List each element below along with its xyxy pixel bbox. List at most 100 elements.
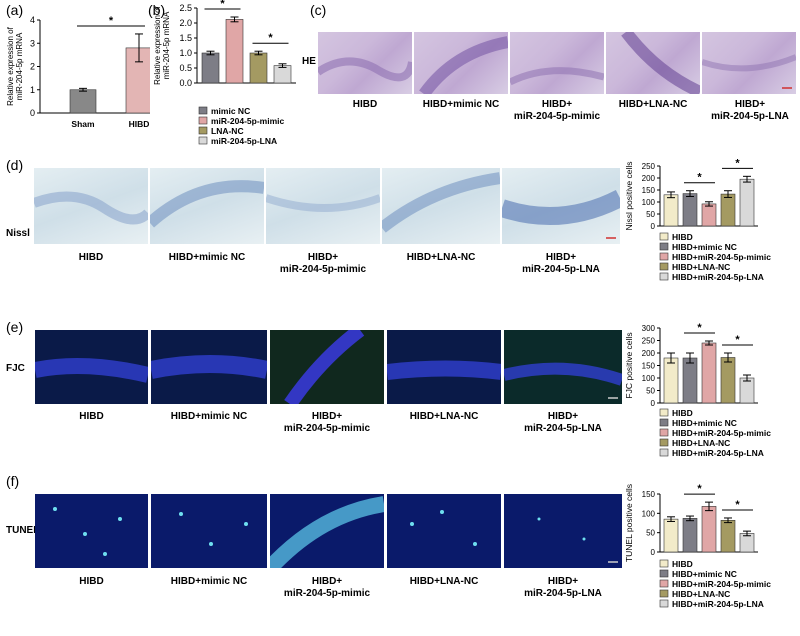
legend-swatch bbox=[659, 408, 669, 417]
legend-swatch bbox=[198, 106, 208, 115]
caption-line2: miR-204-5p-mimic bbox=[283, 423, 371, 434]
caption-e-5: HIBD+ miR-204-5p-LNA bbox=[502, 411, 624, 435]
y-tick-label: 0.0 bbox=[179, 78, 192, 88]
bar bbox=[720, 357, 736, 404]
bar bbox=[273, 65, 292, 84]
caption-line2: miR-204-5p-LNA bbox=[711, 111, 789, 122]
caption-c-1: HIBD bbox=[318, 99, 412, 111]
legend-label: HIBD+miR-204-5p-mimic bbox=[672, 252, 771, 262]
significance-star: * bbox=[697, 322, 702, 334]
significance-star: * bbox=[697, 172, 702, 184]
y-tick-label: 1.5 bbox=[179, 33, 192, 43]
nissl-image-hibd bbox=[34, 168, 148, 244]
bar bbox=[663, 357, 679, 404]
caption-e-2: HIBD+mimic NC bbox=[148, 411, 270, 423]
caption-line1: HIBD bbox=[79, 576, 104, 587]
y-tick-label: 50 bbox=[646, 529, 655, 538]
y-tick-label: 100 bbox=[642, 509, 656, 518]
legend-swatch bbox=[659, 428, 669, 437]
legend-label: HIBD+LNA-NC bbox=[672, 589, 730, 599]
significance-star: * bbox=[735, 499, 740, 511]
y-tick-label: 150 bbox=[642, 362, 656, 371]
y-tick-label: 200 bbox=[642, 349, 656, 358]
caption-e-1: HIBD bbox=[35, 411, 148, 423]
bar bbox=[682, 357, 698, 404]
bar bbox=[69, 89, 97, 114]
legend-swatch bbox=[198, 116, 208, 125]
caption-c-3: HIBD+ miR-204-5p-mimic bbox=[504, 99, 610, 123]
caption-line1: HIBD bbox=[352, 99, 378, 110]
legend-label: HIBD+miR-204-5p-mimic bbox=[672, 428, 771, 438]
row-label-nissl: Nissl bbox=[6, 228, 30, 239]
y-tick-label: 1.0 bbox=[179, 48, 192, 58]
caption-f-5: HIBD+ miR-204-5p-LNA bbox=[502, 576, 624, 600]
tunel-image-lna-nc bbox=[387, 494, 501, 568]
bar bbox=[663, 194, 679, 227]
panel-label-d: (d) bbox=[6, 157, 24, 173]
caption-line1: HIBD+LNA-NC bbox=[406, 252, 476, 263]
legend-label: HIBD+LNA-NC bbox=[672, 438, 730, 448]
caption-line1: HIBD+ bbox=[311, 576, 343, 587]
nissl-image-lna-nc bbox=[382, 168, 500, 244]
panel-label-c: (c) bbox=[310, 2, 327, 18]
caption-line1: HIBD bbox=[79, 411, 104, 422]
row-label-fjc: FJC bbox=[6, 363, 25, 374]
chart-a: 0 1 2 3 4 Relative expression of miR-204-5p mR… bbox=[6, 15, 150, 129]
y-axis-label: Relative expression of bbox=[6, 26, 15, 105]
y-tick-label: 100 bbox=[642, 374, 656, 383]
tunel-image-hibd bbox=[35, 494, 148, 568]
bar bbox=[701, 342, 717, 404]
chart-d: 0 50 100 150 200 250 Nissl positive cells * * HIB… bbox=[624, 158, 771, 282]
panel-label-e: (e) bbox=[6, 319, 24, 335]
legend-swatch bbox=[198, 126, 208, 135]
bar bbox=[125, 47, 150, 114]
bar bbox=[682, 518, 698, 553]
y-tick-label: 300 bbox=[642, 324, 656, 333]
y-tick-label: 0 bbox=[651, 222, 656, 231]
caption-f-2: HIBD+mimic NC bbox=[148, 576, 270, 588]
legend-swatch bbox=[659, 418, 669, 427]
caption-line1: HIBD+mimic NC bbox=[170, 411, 248, 422]
caption-f-1: HIBD bbox=[35, 576, 148, 588]
legend-label: miR-204-5p-mimic bbox=[211, 116, 284, 126]
legend-label: HIBD+mimic NC bbox=[672, 418, 737, 428]
legend-swatch bbox=[659, 438, 669, 447]
panel-label-f: (f) bbox=[6, 473, 20, 489]
category-label: Sham bbox=[71, 119, 95, 129]
nissl-image-mimic-nc bbox=[150, 168, 264, 244]
legend-label: HIBD bbox=[672, 408, 693, 418]
caption-d-5: HIBD+ miR-204-5p-LNA bbox=[500, 252, 622, 276]
caption-line2: miR-204-5p-LNA bbox=[522, 264, 600, 275]
caption-line1: HIBD+ bbox=[734, 99, 766, 110]
legend-label: HIBD+LNA-NC bbox=[672, 262, 730, 272]
caption-c-2: HIBD+mimic NC bbox=[408, 99, 514, 111]
fjc-image-mimic-nc bbox=[151, 330, 267, 404]
caption-line1: HIBD bbox=[78, 252, 104, 263]
he-image-mir-mimic bbox=[510, 32, 604, 94]
y-axis-label: FJC positive cells bbox=[624, 332, 634, 398]
y-tick-label: 50 bbox=[646, 210, 655, 219]
y-tick-label: 1 bbox=[30, 85, 35, 95]
y-tick-label: 150 bbox=[642, 186, 656, 195]
caption-line1: HIBD+LNA-NC bbox=[409, 576, 479, 587]
legend-swatch bbox=[659, 232, 669, 241]
row-label-tunel: TUNEL bbox=[6, 525, 40, 536]
legend-label: HIBD+miR-204-5p-LNA bbox=[672, 599, 764, 609]
y-tick-label: 50 bbox=[646, 387, 655, 396]
bar bbox=[201, 52, 220, 84]
caption-line2: miR-204-5p-mimic bbox=[279, 264, 367, 275]
y-tick-label: 0 bbox=[651, 399, 656, 408]
legend-swatch bbox=[659, 579, 669, 588]
caption-d-1: HIBD bbox=[34, 252, 148, 264]
caption-line1: HIBD+ bbox=[547, 411, 579, 422]
y-tick-label: 2 bbox=[30, 62, 35, 72]
legend-swatch bbox=[659, 589, 669, 598]
caption-c-4: HIBD+LNA-NC bbox=[606, 99, 700, 111]
tunel-image-mir-lna bbox=[504, 494, 622, 568]
caption-line1: HIBD+ bbox=[307, 252, 339, 263]
bar bbox=[720, 193, 736, 227]
y-tick-label: 150 bbox=[642, 490, 656, 499]
legend-label: HIBD+miR-204-5p-LNA bbox=[672, 272, 764, 282]
legend-label: mimic NC bbox=[211, 106, 250, 116]
